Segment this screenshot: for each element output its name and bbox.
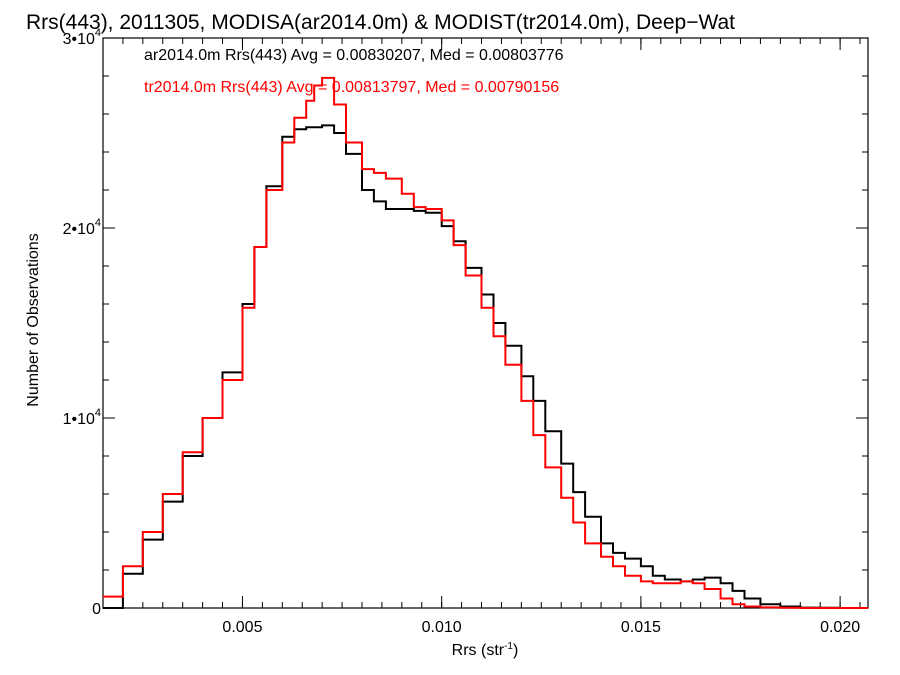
- x-axis-label-tail: ): [513, 642, 518, 659]
- legend-entry-ar2014: ar2014.0m Rrs(443) Avg = 0.00830207, Med…: [144, 47, 564, 64]
- plot-frame: [102, 37, 869, 609]
- y-tick-label: 0: [92, 601, 101, 618]
- x-axis-ticks: 0.005 0.010 0.015 0.020: [122, 38, 861, 636]
- y-tick-label: 3•104: [63, 27, 101, 48]
- x-axis-label-sup: -1: [504, 641, 513, 652]
- y-tick-exponent: 4: [95, 217, 101, 229]
- y-tick-exponent: 4: [95, 27, 101, 39]
- chart-title: Rrs(443), 2011305, MODISA(ar2014.0m) & M…: [26, 11, 735, 34]
- series-ar2014-line: [103, 124, 868, 609]
- x-tick-label: 0.005: [222, 619, 262, 636]
- legend: ar2014.0m Rrs(443) Avg = 0.00830207, Med…: [144, 47, 564, 96]
- x-tick-label: 0.010: [422, 619, 462, 636]
- y-tick-mantissa: 3•10: [63, 31, 95, 48]
- legend-entry-tr2014: tr2014.0m Rrs(443) Avg = 0.00813797, Med…: [144, 79, 559, 96]
- x-axis-label: Rrs (str-1): [452, 641, 519, 659]
- y-tick-exponent: 4: [95, 407, 101, 419]
- x-tick-label: 0.020: [820, 619, 860, 636]
- series-layer: [102, 76, 869, 609]
- series-tr2014-line: [103, 76, 868, 609]
- y-tick-mantissa: 0: [92, 601, 101, 618]
- x-axis-label-main: Rrs (str: [452, 642, 505, 659]
- y-tick-mantissa: 2•10: [63, 221, 95, 238]
- y-tick-mantissa: 1•10: [63, 411, 95, 428]
- x-tick-label: 0.015: [621, 619, 661, 636]
- y-tick-label: 2•104: [63, 217, 101, 238]
- y-axis-label: Number of Observations: [25, 233, 42, 406]
- y-tick-label: 1•104: [63, 407, 101, 428]
